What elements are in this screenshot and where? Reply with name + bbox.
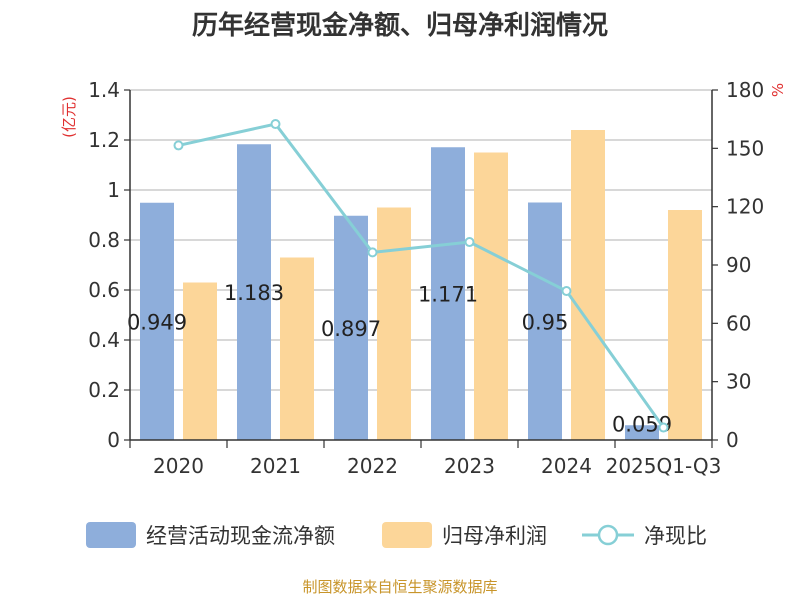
chart-title: 历年经营现金净额、归母净利润情况 [192,10,608,41]
net-cash-ratio-line [178,122,665,429]
left-tick-label: 0.2 [88,378,120,402]
right-axis-unit: % [769,83,787,97]
x-tick-label: 2022 [347,454,398,478]
bar-data-label: 0.897 [321,317,381,341]
bar-net-profit [571,130,605,440]
x-tick-label: 2020 [153,454,204,478]
legend: 经营活动现金流净额 归母净利润 净现比 [86,522,707,548]
bar-net-profit [183,282,217,440]
bar-operating-cash-flow [528,202,562,440]
bar-operating-cash-flow [431,147,465,440]
x-tick-label: 2025Q1-Q3 [606,454,722,478]
x-tick-label: 2021 [250,454,301,478]
legend-swatch [382,522,432,548]
left-tick-label: 1.2 [88,128,120,152]
right-tick-label: 60 [726,311,751,335]
right-tick-label: 0 [726,428,739,452]
left-tick-label: 1 [107,178,120,202]
net-cash-ratio-point [561,286,572,297]
bar-operating-cash-flow [334,215,368,440]
right-tick-label: 90 [726,253,751,277]
left-tick-label: 0.4 [88,328,120,352]
bar-operating-cash-flow [140,202,174,440]
legend-label: 归母净利润 [442,524,547,548]
left-tick-label: 0.6 [88,278,120,302]
right-tick-label: 30 [726,370,751,394]
line-layer [173,119,669,433]
legend-swatch [86,522,136,548]
right-tick-label: 180 [726,78,764,102]
legend-label: 净现比 [644,524,707,548]
source-note: 制图数据来自恒生聚源数据库 [302,578,497,596]
gridlines [130,89,712,391]
left-tick-label: 0.8 [88,228,120,252]
left-axis-unit: (亿元) [60,96,78,138]
x-tick-label: 2024 [541,454,592,478]
bar-net-profit [377,207,411,440]
net-cash-ratio-point [367,247,378,258]
x-tick-label: 2023 [444,454,495,478]
bar-data-label: 0.949 [127,310,187,334]
bar-data-label: 1.171 [418,283,478,307]
right-tick-label: 150 [726,136,764,160]
legend-line-marker [597,524,619,546]
bar-operating-cash-flow [625,425,659,440]
bar-net-profit [668,210,702,440]
axes-layer: 0 0.2 0.4 0.6 0.8 1 1.2 1.4 0 30 60 90 120 150 180 2020… [88,78,764,478]
net-cash-ratio-point [658,422,669,433]
left-tick-label: 0 [107,428,120,452]
left-tick-label: 1.4 [88,78,120,102]
bar-data-label: 0.95 [522,310,569,334]
bar-net-profit [280,257,314,440]
net-cash-ratio-point [270,119,281,130]
net-cash-ratio-point [173,140,184,151]
legend-label: 经营活动现金流净额 [146,524,335,548]
bars-layer [140,130,702,440]
net-cash-ratio-point [464,237,475,248]
right-tick-label: 120 [726,195,764,219]
bar-net-profit [474,152,508,440]
bar-operating-cash-flow [237,144,271,440]
bar-data-label: 1.183 [224,281,284,305]
